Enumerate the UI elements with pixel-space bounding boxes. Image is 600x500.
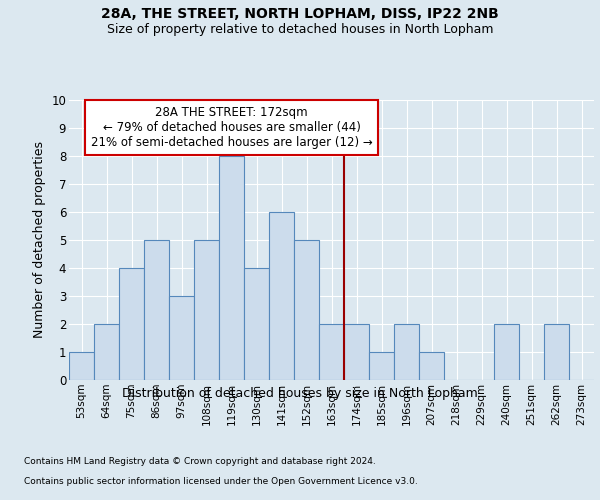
- Bar: [494, 324, 519, 380]
- Bar: [319, 324, 344, 380]
- Bar: [144, 240, 169, 380]
- Bar: [544, 324, 569, 380]
- Bar: [394, 324, 419, 380]
- Bar: [119, 268, 144, 380]
- Bar: [344, 324, 369, 380]
- Bar: [194, 240, 219, 380]
- Text: Size of property relative to detached houses in North Lopham: Size of property relative to detached ho…: [107, 22, 493, 36]
- Text: Contains HM Land Registry data © Crown copyright and database right 2024.: Contains HM Land Registry data © Crown c…: [24, 458, 376, 466]
- Bar: [294, 240, 319, 380]
- Bar: [244, 268, 269, 380]
- Bar: [219, 156, 244, 380]
- Bar: [69, 352, 94, 380]
- Bar: [269, 212, 294, 380]
- Bar: [419, 352, 444, 380]
- Text: 28A, THE STREET, NORTH LOPHAM, DISS, IP22 2NB: 28A, THE STREET, NORTH LOPHAM, DISS, IP2…: [101, 8, 499, 22]
- Bar: [369, 352, 394, 380]
- Text: Distribution of detached houses by size in North Lopham: Distribution of detached houses by size …: [122, 388, 478, 400]
- Text: Contains public sector information licensed under the Open Government Licence v3: Contains public sector information licen…: [24, 478, 418, 486]
- Bar: [94, 324, 119, 380]
- Y-axis label: Number of detached properties: Number of detached properties: [33, 142, 46, 338]
- Bar: [169, 296, 194, 380]
- Text: 28A THE STREET: 172sqm
← 79% of detached houses are smaller (44)
21% of semi-det: 28A THE STREET: 172sqm ← 79% of detached…: [91, 106, 373, 148]
